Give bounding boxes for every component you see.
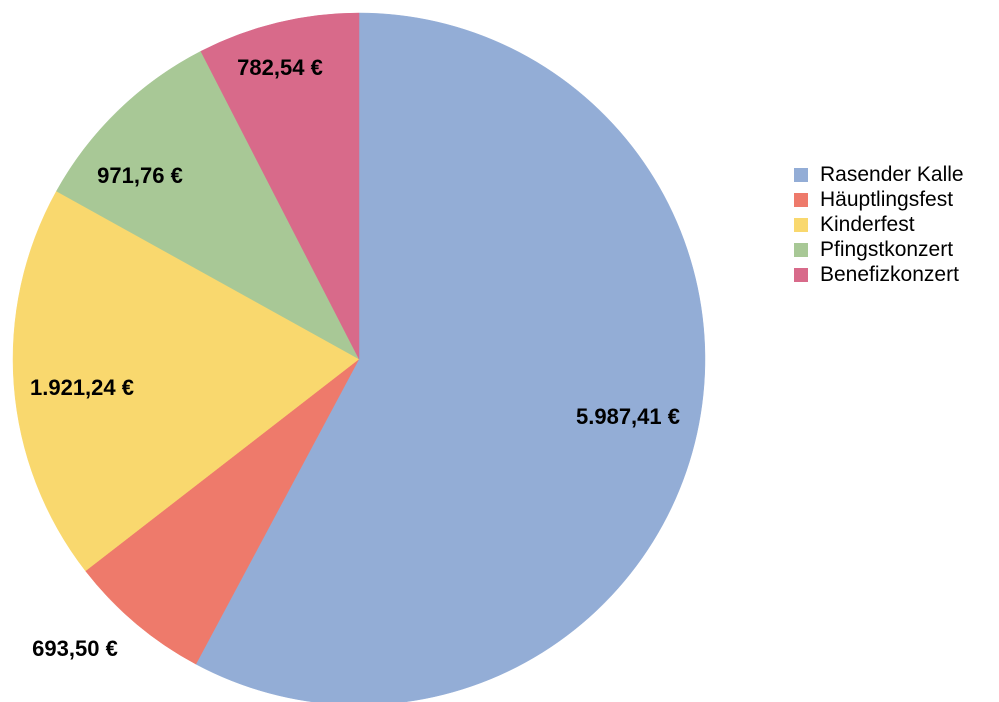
slice-data-label: 782,54 € — [237, 55, 323, 80]
legend-item: Pfingstkonzert — [794, 237, 964, 262]
legend-item: Häuptlingsfest — [794, 187, 964, 212]
slice-data-label: 971,76 € — [97, 163, 183, 188]
slice-data-label: 693,50 € — [32, 636, 118, 661]
legend-label: Pfingstkonzert — [820, 238, 954, 261]
pie-slices — [12, 12, 706, 702]
legend-label: Häuptlingsfest — [820, 188, 954, 211]
pie-slice — [195, 12, 706, 702]
pie-slice — [200, 12, 360, 360]
legend-item: Rasender Kalle — [794, 162, 964, 187]
pie-slice — [56, 50, 360, 360]
legend-swatch — [794, 242, 808, 257]
legend-swatch — [794, 192, 808, 207]
legend-swatch — [794, 167, 808, 182]
slice-data-label: 1.921,24 € — [30, 375, 134, 400]
legend-swatch — [794, 217, 808, 232]
chart-legend: Rasender Kalle Häuptlingsfest Kinderfest… — [794, 162, 964, 287]
pie-slice — [12, 190, 360, 572]
legend-item: Kinderfest — [794, 212, 964, 237]
legend-swatch — [794, 267, 808, 282]
legend-label: Rasender Kalle — [820, 163, 964, 186]
legend-label: Benefizkonzert — [820, 263, 959, 286]
pie-data-labels: 5.987,41 € 693,50 € 1.921,24 € 971,76 € 782,… — [30, 55, 680, 661]
legend-item: Benefizkonzert — [794, 262, 964, 287]
slice-data-label: 5.987,41 € — [576, 404, 680, 429]
pie-slice — [85, 358, 360, 665]
legend-label: Kinderfest — [820, 213, 915, 236]
